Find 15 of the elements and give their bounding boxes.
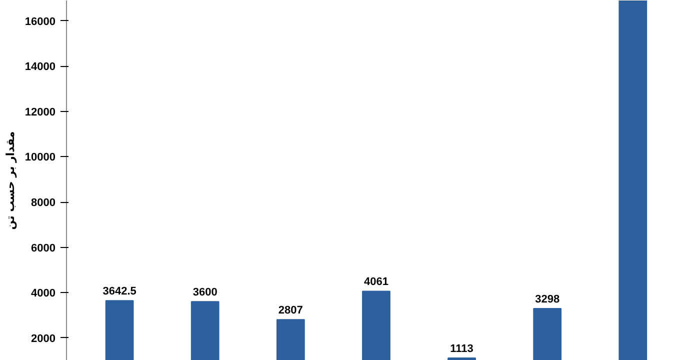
y-tick-label: 2000 (31, 332, 56, 345)
y-axis-title: مقدار بر حسب تن (4, 131, 17, 230)
y-tick-label: 12000 (24, 106, 56, 118)
y-tick-label: 14000 (24, 61, 56, 74)
data-label: 3642.5 (102, 286, 136, 298)
data-label: 4061 (364, 276, 388, 288)
y-tick-label: 8000 (31, 197, 56, 210)
data-label: 3298 (535, 293, 560, 306)
y-tick-label: 4000 (31, 288, 56, 300)
data-label: 2807 (278, 304, 303, 317)
y-tick-label: 10000 (24, 152, 56, 164)
y-tick-label: 16000 (24, 16, 56, 28)
data-label: 3600 (192, 286, 218, 299)
data-label: 1113 (450, 342, 474, 355)
y-tick-label: 6000 (31, 242, 56, 254)
